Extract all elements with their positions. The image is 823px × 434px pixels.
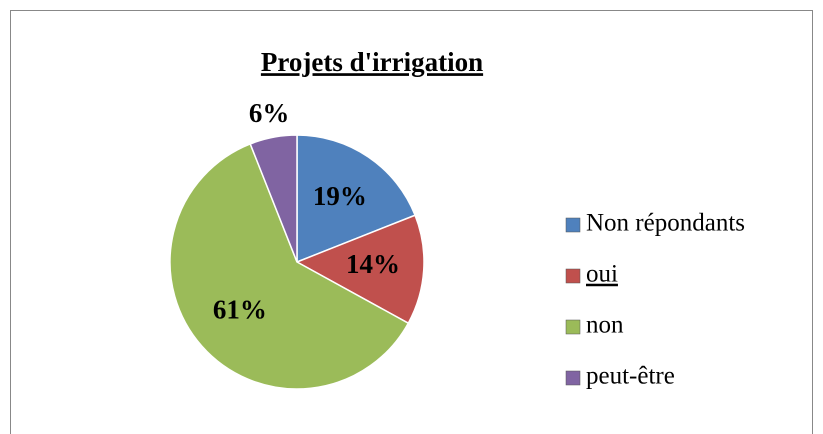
data-label: 61% xyxy=(213,295,267,325)
data-label: 6% xyxy=(249,98,290,128)
legend-label: Non répondants xyxy=(586,210,745,237)
data-label: 19% xyxy=(313,181,367,211)
legend-swatch xyxy=(565,217,581,233)
chart-title: Projets d'irrigation xyxy=(261,47,483,77)
pie-slice xyxy=(249,134,298,263)
pie-slice xyxy=(169,142,410,390)
legend-label: peut-être xyxy=(586,363,675,390)
pie-slice xyxy=(295,214,425,325)
legend-label: oui xyxy=(586,261,618,288)
legend-swatch xyxy=(565,370,581,386)
legend-label: non xyxy=(586,312,624,339)
legend-swatch xyxy=(565,319,581,335)
pie-slice xyxy=(296,134,417,264)
data-label: 14% xyxy=(346,249,400,279)
legend-swatch xyxy=(565,268,581,284)
